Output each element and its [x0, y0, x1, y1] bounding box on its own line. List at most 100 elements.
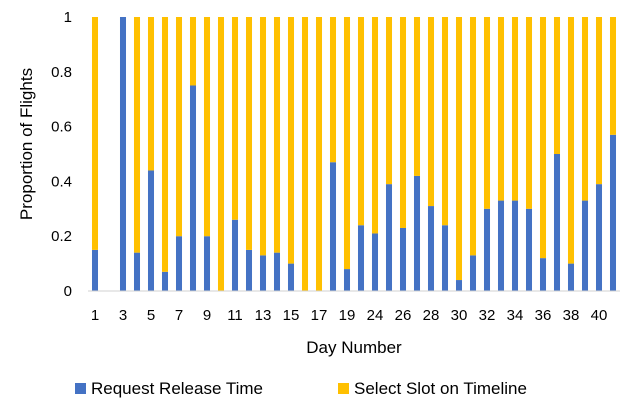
bar-request-release-day-18: [329, 162, 337, 291]
bar-select-slot-day-36: [539, 17, 547, 259]
bar-select-slot-day-38: [567, 17, 575, 264]
bar-request-release-day-3: [119, 17, 127, 291]
bar-request-release-day-13: [259, 255, 267, 291]
bar-select-slot-day-9: [203, 17, 211, 237]
bar-request-release-day-33: [497, 200, 505, 291]
bar-select-slot-day-7: [175, 17, 183, 237]
x-tick-label: 40: [591, 307, 608, 324]
bar-request-release-day-8: [189, 85, 197, 291]
legend-label-select-slot: Select Slot on Timeline: [354, 379, 527, 398]
bar-request-release-day-11: [231, 219, 239, 291]
y-tick-label: 0.2: [51, 228, 72, 245]
bar-select-slot-day-5: [147, 17, 155, 171]
bar-select-slot-day-14: [273, 17, 281, 253]
bar-select-slot-day-31: [469, 17, 477, 256]
bar-select-slot-day-21: [357, 17, 365, 226]
x-axis-title: Day Number: [306, 338, 402, 357]
x-tick-label: 36: [535, 307, 552, 324]
bar-request-release-day-41: [609, 134, 617, 291]
bar-request-release-day-6: [161, 271, 169, 291]
bar-select-slot-day-4: [133, 17, 141, 253]
x-tick-label: 38: [563, 307, 580, 324]
x-tick-label: 17: [311, 307, 328, 324]
x-tick-label: 1: [91, 307, 99, 324]
bar-request-release-day-40: [595, 184, 603, 291]
bar-select-slot-day-35: [525, 17, 533, 209]
y-tick-label: 0: [64, 283, 72, 300]
bar-select-slot-day-12: [245, 17, 253, 250]
x-tick-label: 19: [339, 307, 356, 324]
bar-request-release-day-35: [525, 208, 533, 291]
bar-select-slot-day-30: [455, 17, 463, 281]
y-tick-label: 1: [64, 9, 72, 26]
bar-request-release-day-7: [175, 236, 183, 291]
x-tick-label: 34: [507, 307, 524, 324]
y-axis-title: Proportion of Flights: [17, 68, 36, 220]
bar-select-slot-day-28: [427, 17, 435, 207]
bar-request-release-day-32: [483, 208, 491, 291]
x-tick-label: 30: [451, 307, 468, 324]
x-tick-label: 3: [119, 307, 127, 324]
bar-select-slot-day-18: [329, 17, 337, 163]
bar-request-release-day-24: [371, 233, 379, 291]
bar-request-release-day-5: [147, 170, 155, 291]
bar-request-release-day-26: [399, 227, 407, 291]
x-tick-labels: 1 3 5 7 9 11 13 15 17 19 24 26 28 30 32 34 36 38 40: [91, 307, 608, 324]
bar-select-slot-day-26: [399, 17, 407, 228]
x-tick-label: 32: [479, 307, 496, 324]
y-tick-label: 0.4: [51, 173, 72, 190]
bar-select-slot-day-11: [231, 17, 239, 220]
bar-request-release-day-15: [287, 263, 295, 291]
bar-request-release-day-30: [455, 280, 463, 291]
bar-request-release-day-38: [567, 263, 575, 291]
bar-request-release-day-31: [469, 255, 477, 291]
x-tick-label: 24: [367, 307, 384, 324]
x-tick-label: 13: [255, 307, 272, 324]
bar-select-slot-day-32: [483, 17, 491, 209]
bar-select-slot-day-25: [385, 17, 393, 185]
bar-select-slot-day-34: [511, 17, 519, 201]
bar-select-slot-day-37: [553, 17, 561, 154]
y-tick-label: 0.6: [51, 119, 72, 136]
x-tick-label: 11: [227, 307, 243, 324]
bar-select-slot-day-27: [413, 17, 421, 176]
bar-select-slot-day-1: [91, 17, 99, 250]
bar-request-release-day-1: [91, 249, 99, 291]
bar-request-release-day-29: [441, 225, 449, 291]
bar-select-slot-day-33: [497, 17, 505, 201]
bar-select-slot-day-16: [301, 17, 309, 291]
bar-request-release-day-25: [385, 184, 393, 291]
x-tick-label: 9: [203, 307, 211, 324]
x-tick-label: 26: [395, 307, 412, 324]
bar-request-release-day-21: [357, 225, 365, 291]
bar-request-release-day-28: [427, 206, 435, 291]
bar-request-release-day-19: [343, 269, 351, 291]
bar-request-release-day-37: [553, 154, 561, 291]
bars-group: [91, 17, 617, 291]
bar-request-release-day-4: [133, 252, 141, 291]
bar-select-slot-day-8: [189, 17, 197, 86]
x-tick-label: 5: [147, 307, 155, 324]
legend-label-request-release: Request Release Time: [91, 379, 263, 398]
bar-request-release-day-39: [581, 200, 589, 291]
legend-swatch-request-release: [75, 383, 86, 394]
bar-select-slot-day-40: [595, 17, 603, 185]
bar-select-slot-day-10: [217, 17, 225, 291]
bar-select-slot-day-17: [315, 17, 323, 291]
bar-request-release-day-34: [511, 200, 519, 291]
bar-select-slot-day-39: [581, 17, 589, 201]
bar-select-slot-day-6: [161, 17, 169, 272]
bar-select-slot-day-29: [441, 17, 449, 226]
bar-select-slot-day-19: [343, 17, 351, 270]
legend-swatch-select-slot: [338, 383, 349, 394]
bar-request-release-day-27: [413, 175, 421, 291]
y-tick-label: 0.8: [51, 64, 72, 81]
bar-select-slot-day-24: [371, 17, 379, 234]
bar-select-slot-day-15: [287, 17, 295, 264]
bar-request-release-day-9: [203, 236, 211, 291]
legend: Request Release Time Select Slot on Timel…: [75, 379, 527, 398]
bar-select-slot-day-13: [259, 17, 267, 256]
bar-request-release-day-14: [273, 252, 281, 291]
x-tick-label: 28: [423, 307, 440, 324]
